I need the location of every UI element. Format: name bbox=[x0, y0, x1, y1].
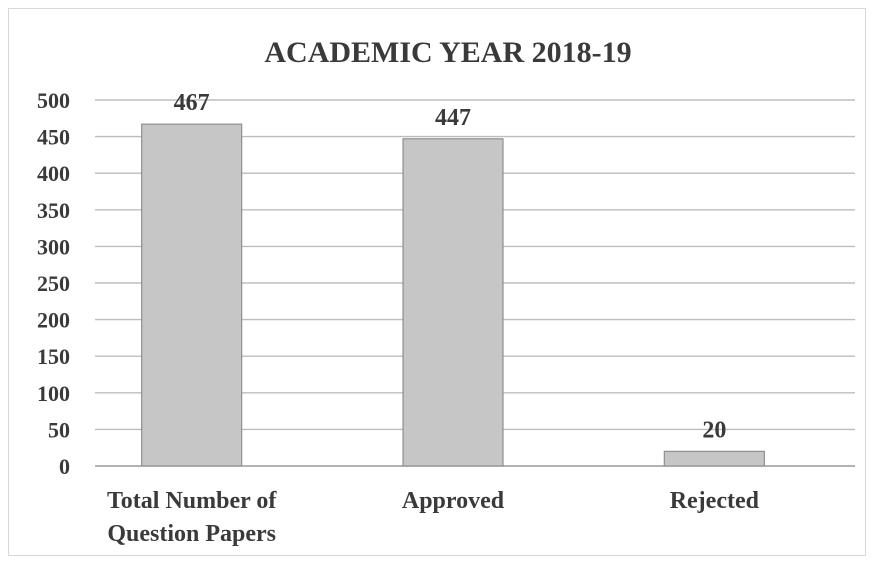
y-tick-label-150: 150 bbox=[37, 344, 70, 369]
category-label-2: Rejected bbox=[670, 488, 760, 514]
data-labels: 467 447 20 bbox=[174, 90, 727, 443]
y-tick-label-100: 100 bbox=[37, 381, 70, 406]
bars bbox=[141, 123, 765, 467]
category-labels: Total Number of Question Papers Approved Re… bbox=[107, 488, 760, 547]
y-tick-label-0: 0 bbox=[59, 454, 70, 479]
data-label-2: 20 bbox=[702, 417, 726, 443]
chart-frame bbox=[8, 8, 866, 556]
bar-2 bbox=[663, 450, 765, 467]
chart-title: ACADEMIC YEAR 2018-19 bbox=[264, 36, 631, 69]
y-tick-label-350: 350 bbox=[37, 198, 70, 223]
data-label-1: 447 bbox=[435, 105, 471, 131]
y-tick-label-300: 300 bbox=[37, 234, 70, 259]
y-tick-label-500: 500 bbox=[37, 88, 70, 113]
y-tick-label-450: 450 bbox=[37, 125, 70, 150]
y-tick-label-200: 200 bbox=[37, 308, 70, 333]
category-label-1: Approved bbox=[402, 488, 505, 514]
bar-1 bbox=[402, 138, 504, 467]
category-label-0: Total Number of Question Papers bbox=[107, 488, 277, 547]
y-tick-label-50: 50 bbox=[48, 417, 70, 442]
data-label-0: 467 bbox=[174, 90, 210, 116]
y-tick-label-400: 400 bbox=[37, 161, 70, 186]
y-tick-label-250: 250 bbox=[37, 271, 70, 296]
bar-0 bbox=[141, 123, 243, 467]
